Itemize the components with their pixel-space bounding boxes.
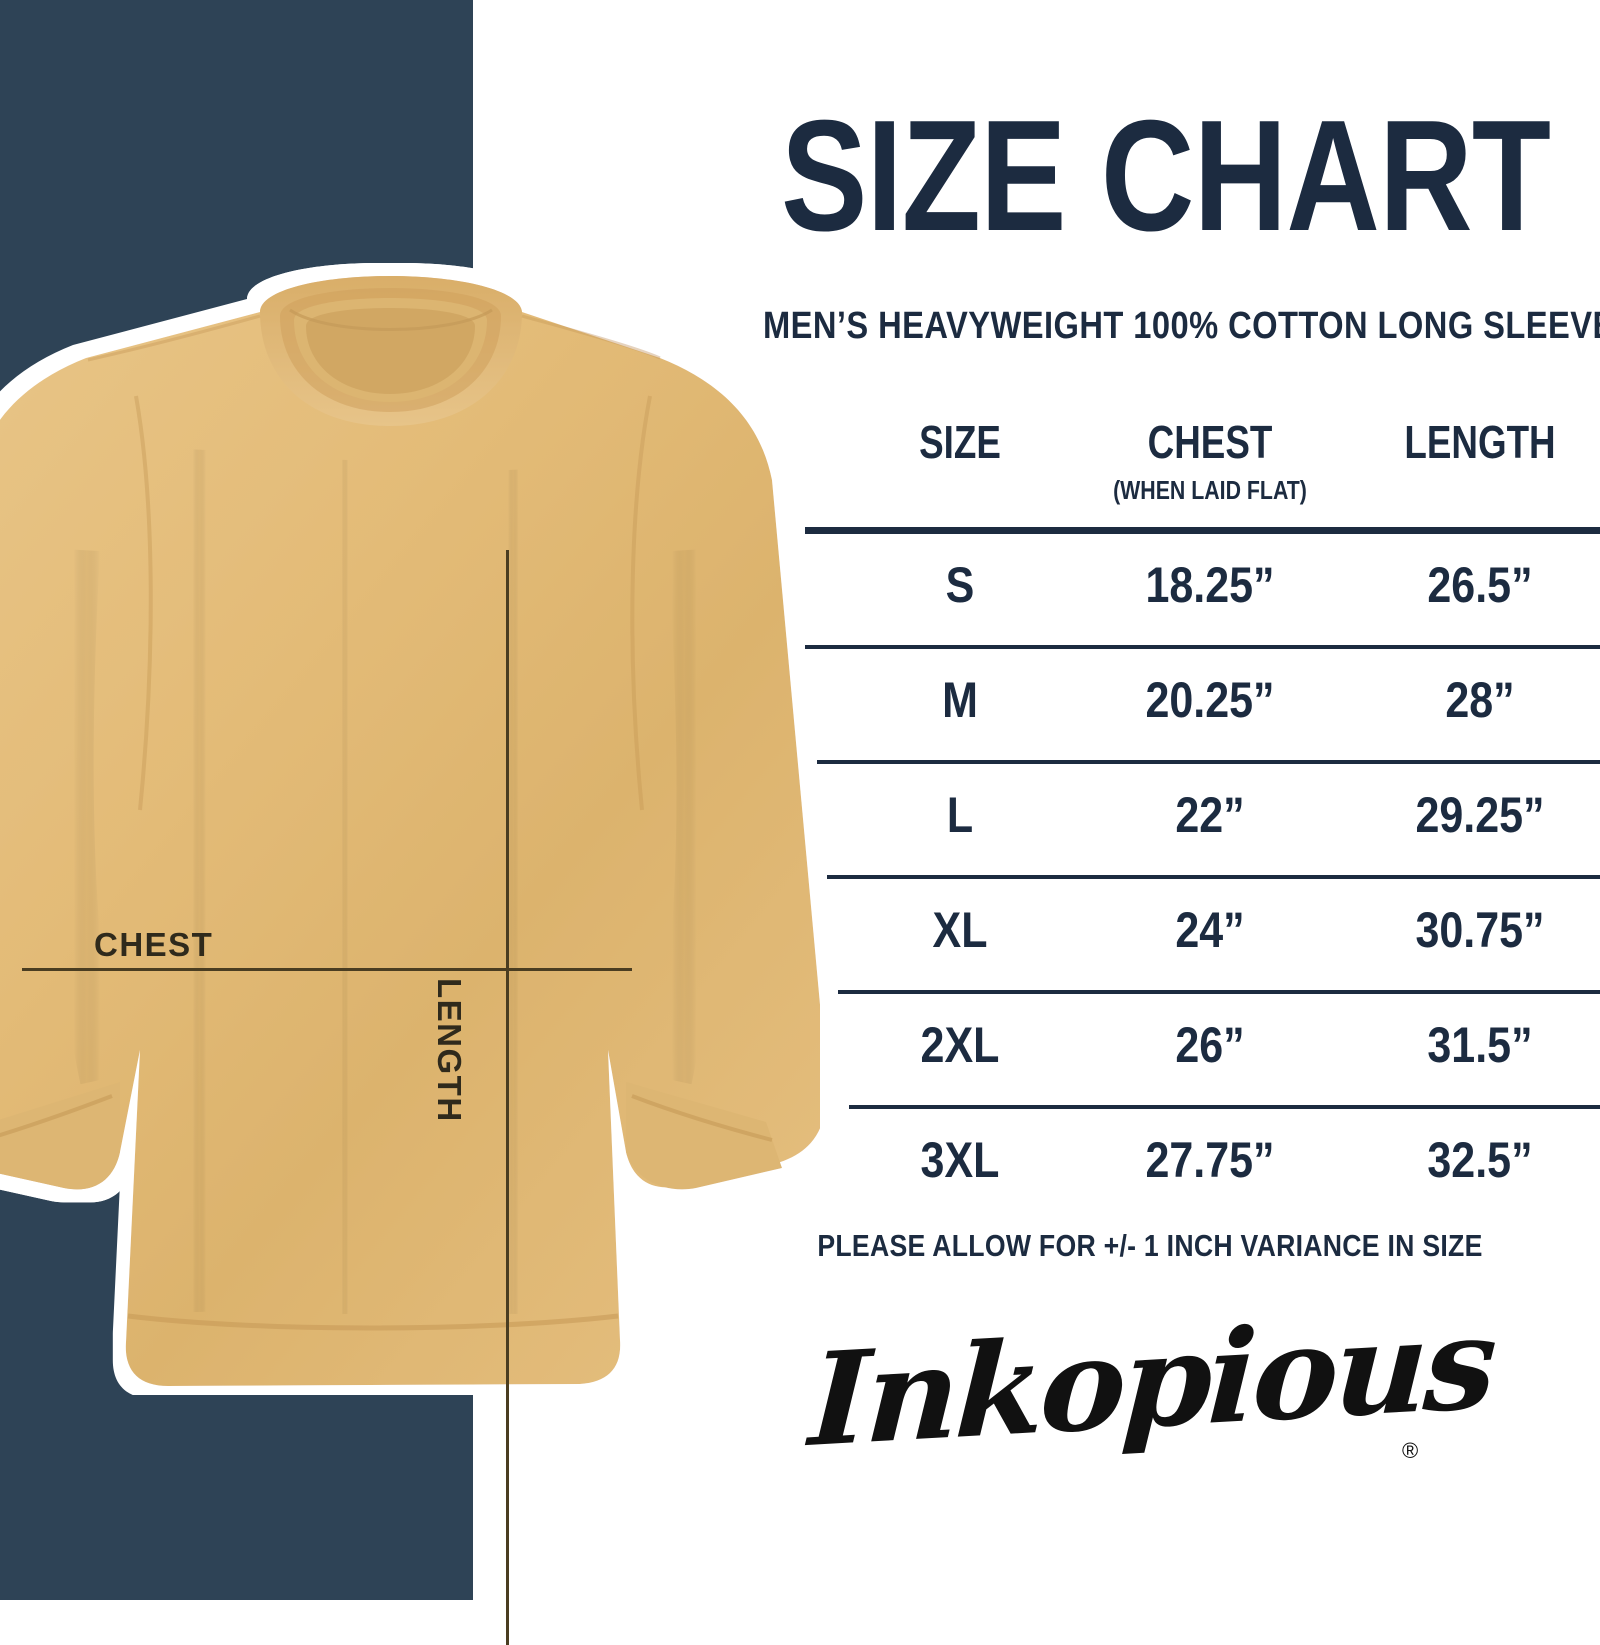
table-row: XL 24” 30.75” [805,879,1600,994]
length-measure-line [506,550,509,1645]
shirt-illustration: CHEST LENGTH [0,250,820,1645]
navy-side-panel-lower [0,1395,473,1600]
brand-logo: Inkopious ® [806,1288,1510,1518]
cell-size: M [942,672,978,728]
size-chart-content: SIZE CHART MEN’S HEAVYWEIGHT 100% COTTON… [700,0,1600,1600]
cell-size: L [946,787,974,843]
cell-size: 2XL [920,1017,1000,1073]
cell-length: 26.5” [1427,557,1533,613]
table-row: 2XL 26” 31.5” [805,994,1600,1109]
registered-trademark-icon: ® [1402,1438,1419,1463]
column-header-chest-note: (WHEN LAID FLAT) [1113,475,1307,505]
cell-length: 28” [1445,672,1515,728]
row-divider [817,760,1600,764]
table-row: 3XL 27.75” 32.5” [805,1109,1600,1224]
length-measure-label: LENGTH [431,978,468,1123]
row-divider [827,875,1600,879]
page-title: SIZE CHART [781,88,1551,264]
cell-length: 32.5” [1427,1132,1533,1188]
table-header-rule [805,527,1600,534]
column-header-length: LENGTH [1404,416,1556,468]
table-body: S 18.25” 26.5” M 20.25” 28” L 22” 29.25”… [805,534,1600,1224]
cell-size: XL [932,902,988,958]
cell-chest: 24” [1175,902,1245,958]
table-header-row: SIZE CHEST (WHEN LAID FLAT) LENGTH [805,415,1600,534]
column-header-size: SIZE [919,416,1001,468]
column-header-chest: CHEST [1147,416,1273,468]
table-row: S 18.25” 26.5” [805,534,1600,649]
table-row: L 22” 29.25” [805,764,1600,879]
chest-measure-line [22,968,632,971]
cell-chest: 26” [1175,1017,1245,1073]
brand-wordmark: Inkopious [806,1288,1497,1476]
row-divider [849,1105,1600,1109]
cell-chest: 20.25” [1145,672,1275,728]
shirt-graphic [0,276,820,1386]
variance-note: PLEASE ALLOW FOR +/- 1 INCH VARIANCE IN … [817,1228,1483,1263]
cell-length: 31.5” [1427,1017,1533,1073]
size-table: SIZE CHEST (WHEN LAID FLAT) LENGTH S 18.… [805,415,1600,1188]
row-divider [805,645,1600,649]
cell-size: S [945,557,975,613]
cell-size: 3XL [920,1132,1000,1188]
cell-length: 29.25” [1415,787,1545,843]
row-divider [838,990,1600,994]
table-row: M 20.25” 28” [805,649,1600,764]
product-subtitle: MEN’S HEAVYWEIGHT 100% COTTON LONG SLEEV… [763,305,1600,347]
cell-chest: 18.25” [1145,557,1275,613]
cell-length: 30.75” [1415,902,1545,958]
chest-measure-label: CHEST [94,926,214,963]
cell-chest: 27.75” [1145,1132,1275,1188]
cell-chest: 22” [1175,787,1245,843]
